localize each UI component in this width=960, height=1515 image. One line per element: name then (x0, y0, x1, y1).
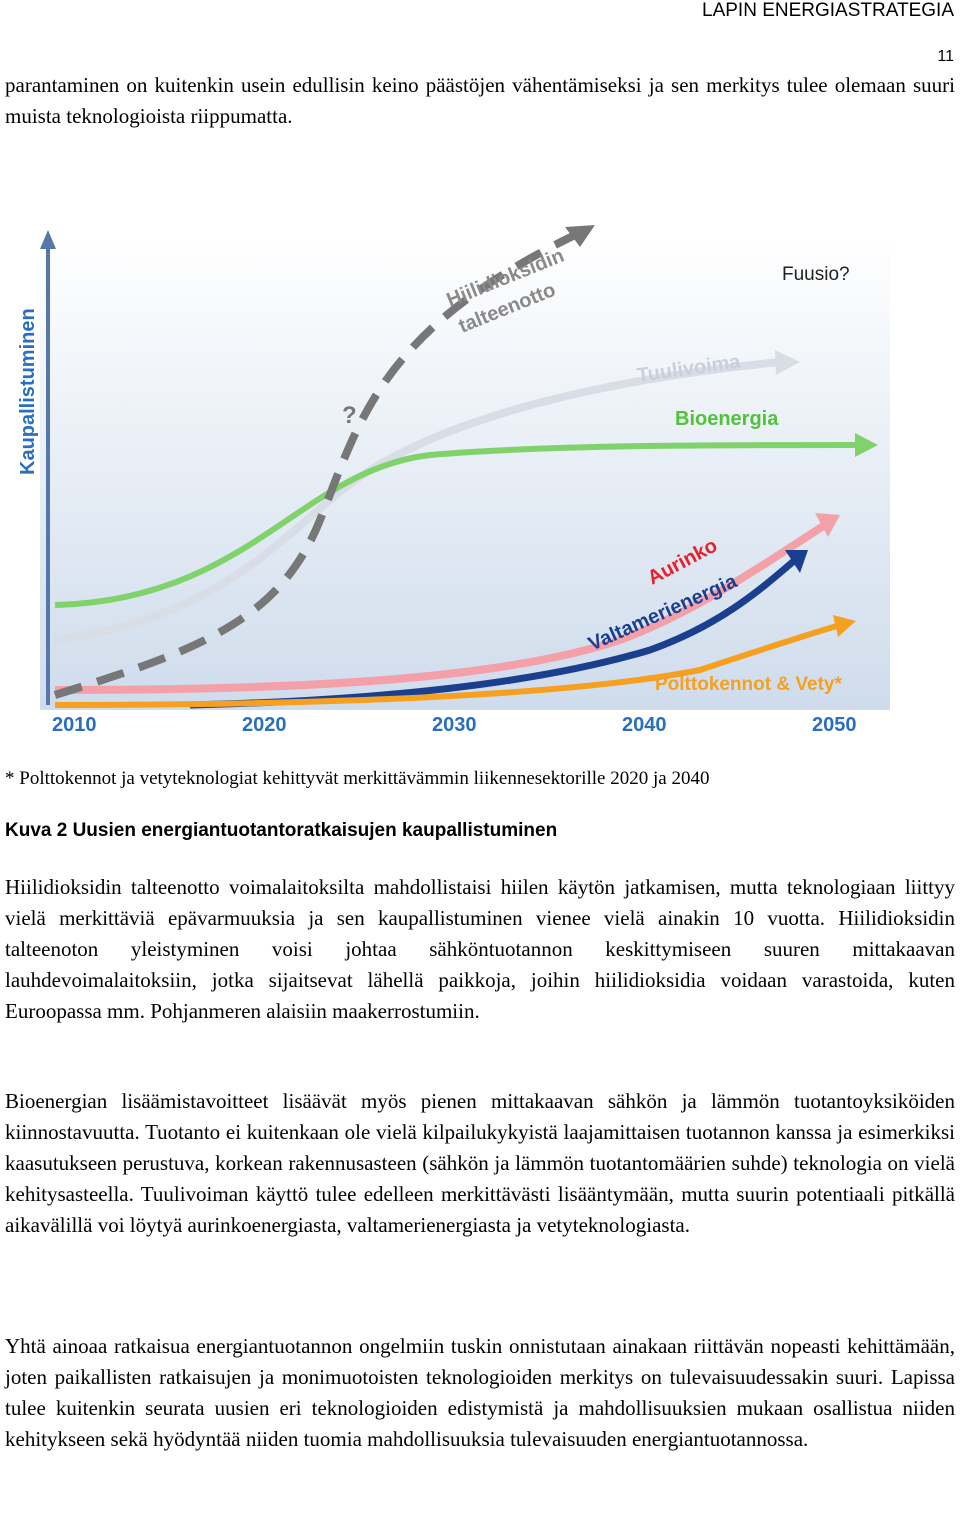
footnote: * Polttokennot ja vetyteknologiat kehitt… (5, 768, 710, 789)
header-title: LAPIN ENERGIASTRATEGIA (702, 0, 954, 21)
paragraph: Yhtä ainoaa ratkaisua energiantuotannon … (5, 1334, 955, 1451)
paragraph: Bioenergian lisäämistavoitteet lisäävät … (5, 1089, 955, 1237)
caption: Kuva 2 Uusien energiantuotantoratkaisuje… (5, 820, 558, 841)
wind-curve (54, 358, 781, 644)
arrow-head (815, 513, 840, 537)
figure: Kaupallistuminen Hiilidioksidin talteeno… (17, 225, 890, 736)
arrow-head (855, 433, 878, 457)
y-axis-label: Kaupallistuminen (17, 308, 39, 475)
paragraph: parantaminen on kuitenkin usein edullisi… (5, 73, 955, 128)
arrow-head (40, 230, 56, 249)
fuel-cell-curve (54, 622, 841, 708)
x-label: 2050 (812, 714, 857, 736)
arrow-head (785, 550, 808, 573)
plot-background (40, 235, 890, 710)
curve-label: Bioenergia (675, 408, 779, 430)
x-label: 2030 (432, 714, 477, 736)
page-number: 11 (937, 48, 954, 65)
paragraph: Hiilidioksidin talteenotto voimalaitoksi… (5, 875, 955, 1023)
arrow-head (565, 225, 595, 247)
arrow-head (775, 350, 800, 375)
arrow-head (833, 615, 856, 637)
x-label: 2040 (622, 714, 667, 736)
curve-label: Polttokennot & Vety* (655, 674, 842, 695)
ccs-curve (53, 231, 577, 699)
x-label: 2020 (242, 714, 287, 736)
solar-curve (54, 521, 828, 694)
bio-curve (54, 442, 861, 608)
curve-label: ? (342, 402, 357, 429)
curve-label: Fuusio? (782, 264, 850, 285)
x-label: 2010 (52, 714, 97, 736)
